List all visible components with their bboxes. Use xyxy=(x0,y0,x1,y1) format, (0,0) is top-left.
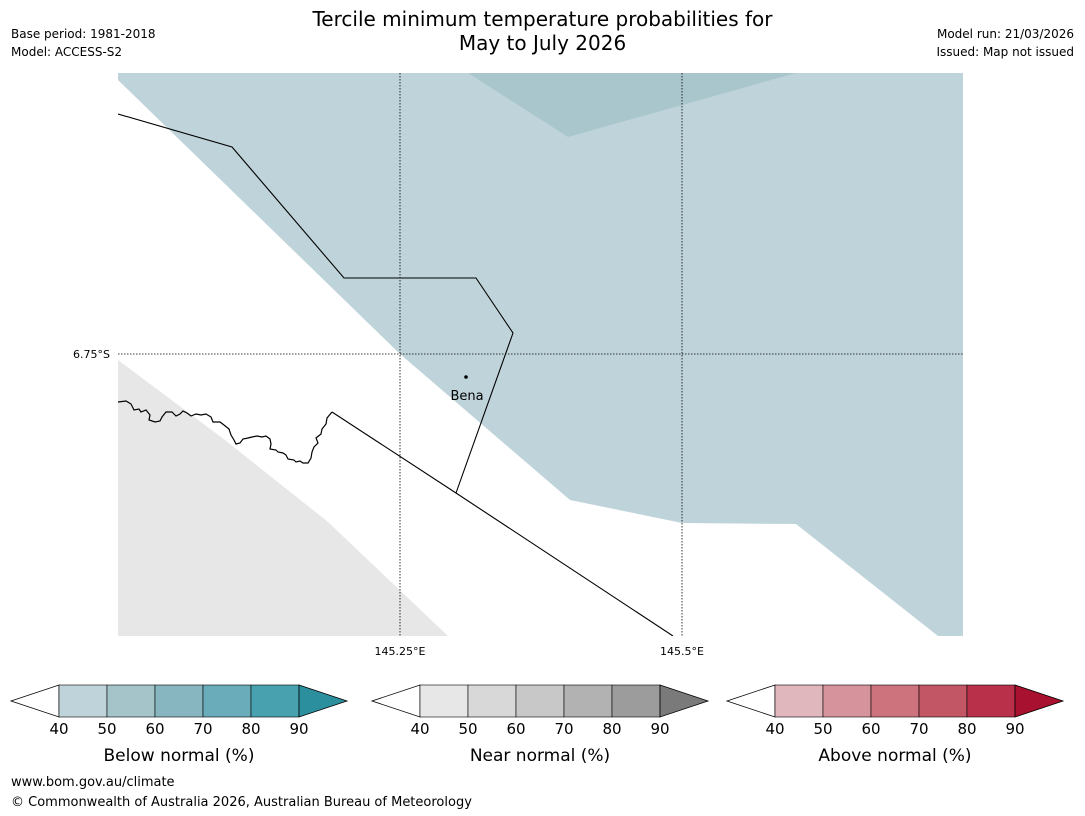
legend-near-title: Near normal (%) xyxy=(470,746,610,766)
legend-below-title: Below normal (%) xyxy=(104,746,255,766)
legend-below-segment-80 xyxy=(250,684,300,718)
legend-above-segment-50 xyxy=(822,684,872,718)
legend-above-over-arrow xyxy=(1014,684,1065,718)
legend-near-segment-60 xyxy=(515,684,565,718)
legend-below-tick: 90 xyxy=(289,720,308,738)
legend-below-tick: 70 xyxy=(193,720,212,738)
legend-below-segment-40 xyxy=(58,684,108,718)
legend-above-tick: 90 xyxy=(1005,720,1024,738)
lon-label-2: 145.5°E xyxy=(660,645,704,658)
base-period: Base period: 1981-2018 xyxy=(11,27,156,41)
legend-area: 40 50 60 70 80 90 Below normal (%) 40 50 60 70 80 90… xyxy=(9,684,1065,766)
lat-label: 6.75°S xyxy=(73,348,110,361)
meta-left: Base period: 1981-2018 Model: ACCESS-S2 xyxy=(11,25,156,61)
legend-near-segment-40 xyxy=(419,684,469,718)
legend-near-tick: 60 xyxy=(506,720,525,738)
legend-above-tick: 40 xyxy=(765,720,784,738)
legend-above-segment-80 xyxy=(966,684,1016,718)
footer-url[interactable]: www.bom.gov.au/climate xyxy=(11,775,175,790)
model-run: Model run: 21/03/2026 xyxy=(936,27,1074,41)
legend-below-tick: 80 xyxy=(241,720,260,738)
legend-below-segment-50 xyxy=(106,684,156,718)
title-line-2: May to July 2026 xyxy=(458,31,627,55)
legend-above-tick: 60 xyxy=(861,720,880,738)
legend-above-tick: 50 xyxy=(813,720,832,738)
legend-near-tick: 70 xyxy=(554,720,573,738)
boundary-north xyxy=(118,113,514,494)
legend-above-tick: 80 xyxy=(957,720,976,738)
footer-copyright: © Commonwealth of Australia 2026, Austra… xyxy=(11,795,472,810)
issued-status: Issued: Map not issued xyxy=(936,45,1074,59)
legend-above: 40 50 60 70 80 90 Above normal (%) xyxy=(725,684,1065,766)
legend-below: 40 50 60 70 80 90 Below normal (%) xyxy=(9,684,349,766)
legend-near-segment-80 xyxy=(611,684,661,718)
place-label-bena: Bena xyxy=(450,389,483,404)
map-title: Tercile minimum temperature probabilitie… xyxy=(0,7,1085,55)
legend-above-under-arrow xyxy=(725,684,776,718)
legend-near-under-arrow xyxy=(370,684,421,718)
title-line-1: Tercile minimum temperature probabilitie… xyxy=(312,7,773,31)
lon-label-1: 145.25°E xyxy=(375,645,426,658)
meta-right: Model run: 21/03/2026 Issued: Map not is… xyxy=(936,25,1074,61)
legend-below-tick: 60 xyxy=(145,720,164,738)
legend-below-segment-70 xyxy=(202,684,252,718)
legend-near-tick: 40 xyxy=(410,720,429,738)
legend-near-tick: 50 xyxy=(458,720,477,738)
legend-near-tick: 80 xyxy=(602,720,621,738)
legend-below-under-arrow xyxy=(9,684,60,718)
legend-below-over-arrow xyxy=(298,684,349,718)
legend-below-segment-60 xyxy=(154,684,204,718)
legend-below-tick: 40 xyxy=(49,720,68,738)
coastline xyxy=(118,400,333,464)
model-name: Model: ACCESS-S2 xyxy=(11,45,123,59)
legend-above-segment-40 xyxy=(774,684,824,718)
legend-above-segment-70 xyxy=(918,684,968,718)
legend-near: 40 50 60 70 80 90 Near normal (%) xyxy=(370,684,710,766)
bena-marker[interactable] xyxy=(464,375,468,379)
legend-near-segment-50 xyxy=(467,684,517,718)
boundary-south xyxy=(331,411,674,636)
below-normal-40-50-region xyxy=(118,73,963,636)
map-canvas[interactable]: Bena 6.75°S 145.25°E 145.5°E xyxy=(0,0,1085,660)
legend-near-over-arrow xyxy=(659,684,710,718)
near-normal-40-50-region xyxy=(118,360,448,636)
below-normal-50-60-region xyxy=(468,73,796,137)
legend-near-segment-70 xyxy=(563,684,613,718)
legend-above-segment-60 xyxy=(870,684,920,718)
legend-above-title: Above normal (%) xyxy=(818,746,971,766)
legend-below-tick: 50 xyxy=(97,720,116,738)
legend-near-tick: 90 xyxy=(650,720,669,738)
legend-above-tick: 70 xyxy=(909,720,928,738)
